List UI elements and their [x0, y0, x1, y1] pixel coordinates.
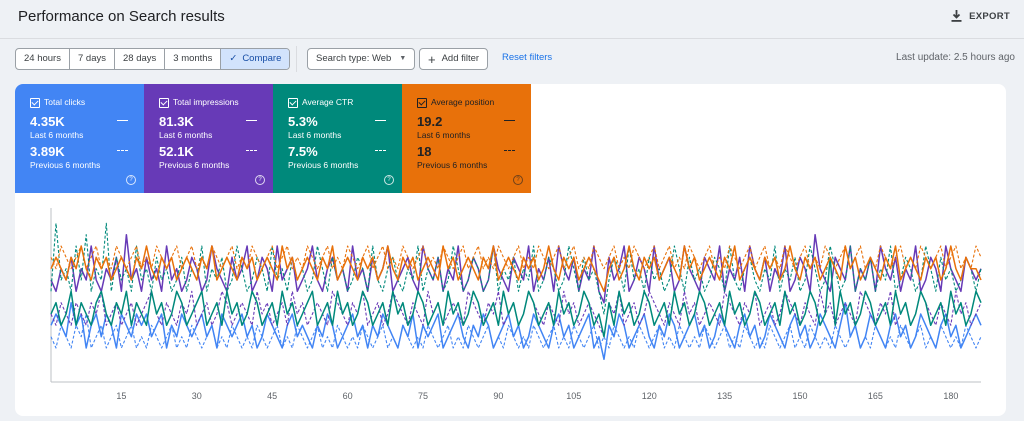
- solid-line-legend-icon: [246, 120, 257, 121]
- x-tick-label: 165: [868, 391, 883, 401]
- toolbar-divider: [296, 46, 297, 72]
- metric-previous-value: 18: [417, 144, 432, 159]
- download-icon: [951, 10, 962, 22]
- dashed-line-legend-icon: [504, 150, 515, 151]
- metric-name: Average CTR: [302, 97, 354, 107]
- metric-previous-value: 7.5%: [288, 144, 318, 159]
- help-icon[interactable]: ?: [513, 175, 523, 185]
- series-line-1-dashed: [50, 313, 982, 349]
- metric-current-value: 5.3%: [288, 114, 318, 129]
- range-7-days[interactable]: 7 days: [70, 49, 115, 69]
- help-icon[interactable]: ?: [126, 175, 136, 185]
- x-tick-label: 105: [566, 391, 581, 401]
- range-28-days[interactable]: 28 days: [115, 49, 166, 69]
- checkbox-icon[interactable]: [288, 98, 298, 108]
- series-line-0-solid: [50, 301, 982, 361]
- checkbox-icon[interactable]: [417, 98, 427, 108]
- dashed-line-legend-icon: [246, 150, 257, 151]
- help-icon[interactable]: ?: [384, 175, 394, 185]
- metric-name: Average position: [431, 97, 495, 107]
- metric-card-average-ctr[interactable]: Average CTR 5.3% Last 6 months 7.5% Prev…: [273, 84, 402, 193]
- range-compare[interactable]: ✓ Compare: [221, 49, 290, 69]
- metric-previous-value: 3.89K: [30, 144, 65, 159]
- solid-line-legend-icon: [504, 120, 515, 121]
- metric-card-total-clicks[interactable]: Total clicks 4.35K Last 6 months 3.89K P…: [15, 84, 144, 193]
- export-label: EXPORT: [969, 10, 1010, 22]
- last-update-text: Last update: 2.5 hours ago: [896, 52, 1015, 63]
- filter-toolbar: 24 hours 7 days 28 days 3 months ✓ Compar…: [15, 46, 1015, 72]
- metric-current-value: 81.3K: [159, 114, 194, 129]
- solid-line-legend-icon: [117, 120, 128, 121]
- metric-previous-label: Previous 6 months: [30, 160, 101, 170]
- page-title: Performance on Search results: [18, 8, 225, 25]
- help-icon[interactable]: ?: [255, 175, 265, 185]
- x-tick-label: 150: [793, 391, 808, 401]
- search-type-dropdown[interactable]: Search type: Web ▼: [307, 48, 416, 70]
- check-icon: ✓: [229, 53, 238, 64]
- metric-current-label: Last 6 months: [288, 130, 342, 140]
- metric-current-value: 19.2: [417, 114, 443, 129]
- metric-current-label: Last 6 months: [159, 130, 213, 140]
- metric-card-total-impressions[interactable]: Total impressions 81.3K Last 6 months 52…: [144, 84, 273, 193]
- x-tick-label: 15: [116, 391, 126, 401]
- reset-filters-link[interactable]: Reset filters: [502, 52, 553, 63]
- performance-panel: 15 30 45 60 75 90 105 120 135 150 165 180 Total cli…: [15, 84, 1006, 416]
- range-24-hours[interactable]: 24 hours: [16, 49, 70, 69]
- date-range-selector: 24 hours 7 days 28 days 3 months ✓ Compar…: [15, 48, 291, 70]
- page-header: Performance on Search results EXPORT: [0, 0, 1024, 39]
- plus-icon: +: [428, 51, 436, 67]
- series-line-5-dashed: [50, 222, 982, 315]
- metric-name: Total clicks: [44, 97, 86, 107]
- metric-previous-label: Previous 6 months: [159, 160, 230, 170]
- x-tick-label: 120: [642, 391, 657, 401]
- series-line-4-solid: [50, 256, 982, 338]
- x-tick-label: 135: [717, 391, 732, 401]
- add-filter-label: Add filter: [441, 53, 480, 64]
- metric-previous-label: Previous 6 months: [288, 160, 359, 170]
- dashed-line-legend-icon: [375, 150, 386, 151]
- x-tick-label: 60: [343, 391, 353, 401]
- caret-down-icon: ▼: [399, 55, 407, 62]
- x-tick-label: 75: [418, 391, 428, 401]
- metric-current-label: Last 6 months: [417, 130, 471, 140]
- metric-previous-value: 52.1K: [159, 144, 194, 159]
- checkbox-icon[interactable]: [30, 98, 40, 108]
- series-line-6-solid: [50, 245, 982, 293]
- x-tick-label: 45: [267, 391, 277, 401]
- metric-card-average-position[interactable]: Average position 19.2 Last 6 months 18 P…: [402, 84, 531, 193]
- search-type-label: Search type: Web: [316, 53, 392, 64]
- x-tick-label: 90: [493, 391, 503, 401]
- solid-line-legend-icon: [375, 120, 386, 121]
- range-compare-label: Compare: [242, 53, 282, 64]
- x-tick-label: 180: [943, 391, 958, 401]
- range-3-months[interactable]: 3 months: [165, 49, 222, 69]
- metric-previous-label: Previous 6 months: [417, 160, 488, 170]
- metric-name: Total impressions: [173, 97, 239, 107]
- add-filter-button[interactable]: + Add filter: [419, 48, 489, 70]
- metric-current-value: 4.35K: [30, 114, 65, 129]
- checkbox-icon[interactable]: [159, 98, 169, 108]
- performance-chart: 15 30 45 60 75 90 105 120 135 150 165 180: [50, 208, 982, 401]
- export-button[interactable]: EXPORT: [951, 10, 1010, 22]
- metric-cards: Total clicks 4.35K Last 6 months 3.89K P…: [15, 84, 531, 193]
- dashed-line-legend-icon: [117, 150, 128, 151]
- x-tick-label: 30: [192, 391, 202, 401]
- metric-current-label: Last 6 months: [30, 130, 84, 140]
